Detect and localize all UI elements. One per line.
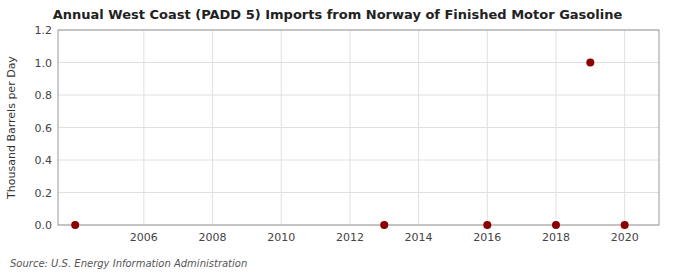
scatter-point	[586, 59, 594, 67]
scatter-point	[380, 221, 388, 229]
y-tick-label: 0.2	[35, 187, 53, 200]
x-grid-line	[487, 30, 488, 225]
x-tick-label: 2014	[405, 231, 433, 244]
y-tick-label: 0.0	[35, 219, 53, 232]
chart-title: Annual West Coast (PADD 5) Imports from …	[53, 7, 623, 22]
y-grid-line	[58, 192, 659, 193]
x-grid-line	[624, 30, 625, 225]
y-grid-line	[58, 62, 659, 63]
y-tick-label: 0.8	[35, 89, 53, 102]
y-tick-label: 1.2	[35, 24, 53, 37]
tick-labels: 0.0 0.2 0.4 0.6 0.8 1.0 1.2 2006 2008 2010 2012 201…	[35, 24, 639, 244]
x-tick-label: 2010	[267, 231, 295, 244]
chart-container: Annual West Coast (PADD 5) Imports from …	[0, 0, 675, 275]
x-tick-label: 2006	[130, 231, 158, 244]
x-grid-line	[555, 30, 556, 225]
y-tick-label: 0.6	[35, 122, 53, 135]
x-grid-line	[349, 30, 350, 225]
y-grid-line	[58, 127, 659, 128]
x-grid-line	[418, 30, 419, 225]
source-note: Source: U.S. Energy Information Administ…	[10, 258, 247, 269]
y-tick-label: 0.4	[35, 154, 53, 167]
points	[71, 59, 628, 230]
scatter-point	[552, 221, 560, 229]
x-tick-label: 2018	[542, 231, 570, 244]
y-grid-line	[58, 160, 659, 161]
y-axis-label: Thousand Barrels per Day	[5, 56, 18, 200]
chart-svg: Annual West Coast (PADD 5) Imports from …	[0, 0, 675, 275]
x-grid-line	[212, 30, 213, 225]
x-grid-line	[281, 30, 282, 225]
x-tick-label: 2008	[199, 231, 227, 244]
x-grid-line	[143, 30, 144, 225]
x-tick-label: 2016	[473, 231, 501, 244]
x-tick-label: 2012	[336, 231, 364, 244]
scatter-point	[483, 221, 491, 229]
y-grid-line	[58, 95, 659, 96]
y-tick-label: 1.0	[35, 57, 53, 70]
grid	[58, 30, 659, 225]
x-tick-label: 2020	[611, 231, 639, 244]
scatter-point	[71, 221, 79, 229]
plot-frame	[58, 30, 659, 225]
scatter-point	[621, 221, 629, 229]
